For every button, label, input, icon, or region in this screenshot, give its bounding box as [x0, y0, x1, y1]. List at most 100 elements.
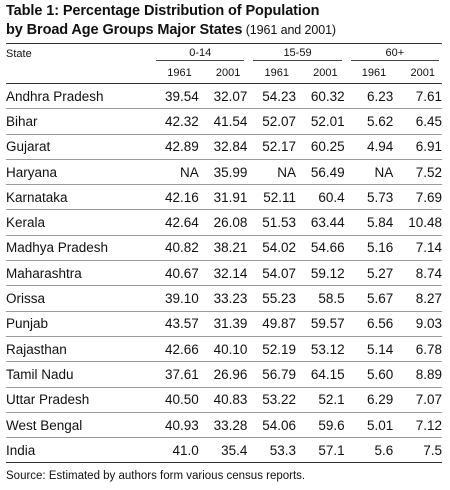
value-cell: 5.16	[366, 240, 394, 256]
value-cell: 53.22	[262, 392, 296, 408]
value-cell: 8.27	[415, 291, 442, 307]
value-cell: 42.64	[164, 215, 199, 231]
value-cell: 42.66	[164, 341, 199, 357]
value-cell: 40.82	[164, 240, 199, 256]
value-cell: 41.0	[172, 442, 199, 458]
value-cell: 54.06	[262, 417, 296, 433]
value-cell: 59.57	[310, 316, 345, 332]
state-name-cell: India	[6, 442, 36, 458]
value-cell: 42.32	[164, 113, 199, 129]
table-row: Madhya Pradesh 40.82 38.21 54.02 54.66 5.16 7.…	[6, 235, 442, 261]
table-row: Andhra Pradesh 39.54 32.07 54.23 60.32 6.23 7.…	[6, 84, 442, 109]
value-cell: 6.29	[366, 392, 394, 408]
value-cell: 6.45	[415, 113, 442, 129]
value-cell: 51.53	[262, 215, 296, 231]
value-cell: 56.49	[310, 164, 345, 180]
state-name-cell: Orissa	[6, 291, 46, 307]
table-row: Maharashtra 40.67 32.14 54.07 59.12 5.27 8.74	[6, 261, 442, 286]
value-cell: 8.74	[415, 265, 442, 281]
value-cell: 10.48	[408, 215, 442, 231]
value-cell: 5.01	[366, 417, 394, 433]
value-cell: 4.94	[366, 139, 394, 155]
title-year-range: (1961 and 2001)	[242, 23, 336, 37]
value-cell: 52.17	[262, 139, 296, 155]
value-cell: 7.14	[415, 240, 442, 256]
value-cell: 37.61	[164, 366, 199, 382]
table-row: Punjab 43.57 31.39 49.87 59.57 6.56 9.03	[6, 311, 442, 337]
year-header-row: 1961 2001 1961 2001 1961 2001	[6, 63, 442, 84]
value-cell: 5.62	[366, 113, 394, 129]
value-cell: 7.61	[415, 88, 442, 104]
value-cell: 33.28	[213, 417, 248, 433]
value-cell: 6.78	[415, 341, 442, 357]
value-cell: 54.23	[262, 88, 296, 104]
group-header-0-14: 0-14	[150, 44, 247, 64]
value-cell: 7.69	[415, 189, 442, 205]
value-cell: 52.19	[262, 341, 296, 357]
value-cell: 54.66	[310, 240, 345, 256]
value-cell: 26.96	[213, 366, 248, 382]
value-cell: 38.21	[213, 240, 248, 256]
value-cell: 59.6	[318, 417, 345, 433]
value-cell: 9.03	[415, 316, 442, 332]
value-cell: 60.4	[318, 189, 345, 205]
year-header: 2001	[215, 67, 241, 79]
value-cell: 63.44	[310, 215, 345, 231]
value-cell: 57.1	[318, 442, 345, 458]
value-cell: 26.08	[213, 215, 248, 231]
table-title: Table 1: Percentage Distribution of Popu…	[6, 2, 446, 40]
value-cell: 35.99	[213, 164, 248, 180]
value-cell: 6.91	[415, 139, 442, 155]
group-header-row: State 0-14 15-59 60+	[6, 43, 442, 64]
value-cell: 32.84	[213, 139, 248, 155]
state-name-cell: Haryana	[6, 164, 58, 180]
title-line-2: by Broad Age Groups Major States (1961 a…	[6, 22, 336, 38]
state-name-cell: West Bengal	[6, 417, 83, 433]
table-row: Kerala 42.64 26.08 51.53 63.44 5.84 10.48	[6, 210, 442, 236]
table-row: Haryana NA 35.99 NA 56.49 NA 7.52	[6, 159, 442, 185]
value-cell: 40.50	[164, 392, 199, 408]
value-cell: 40.10	[213, 341, 248, 357]
value-cell: 40.93	[164, 417, 199, 433]
value-cell: 49.87	[262, 316, 296, 332]
year-header: 1961	[361, 67, 387, 79]
table-row: Uttar Pradesh 40.50 40.83 53.22 52.1 6.29 7.07	[6, 387, 442, 413]
title-line-1: Table 1: Percentage Distribution of Popu…	[6, 3, 320, 19]
year-header-blank	[6, 63, 150, 84]
state-name-cell: Uttar Pradesh	[6, 392, 90, 408]
value-cell: 32.07	[213, 88, 248, 104]
value-cell: 53.3	[269, 442, 296, 458]
table-row: Gujarat 42.89 32.84 52.17 60.25 4.94 6.91	[6, 134, 442, 160]
value-cell: 54.02	[262, 240, 296, 256]
value-cell: 7.07	[415, 392, 442, 408]
state-name-cell: Tamil Nadu	[6, 366, 74, 382]
value-cell: NA	[374, 164, 394, 180]
table-row: Tamil Nadu 37.61 26.96 56.79 64.15 5.60 8.89	[6, 362, 442, 388]
value-cell: 41.54	[213, 113, 248, 129]
state-name-cell: Gujarat	[6, 139, 51, 155]
table-row: West Bengal 40.93 33.28 54.06 59.6 5.01 7.12	[6, 412, 442, 438]
value-cell: 5.67	[366, 291, 394, 307]
value-cell: 31.91	[213, 189, 248, 205]
value-cell: 43.57	[164, 316, 199, 332]
value-cell: 59.12	[310, 265, 345, 281]
state-name-cell: Maharashtra	[6, 265, 82, 281]
value-cell: 8.89	[415, 366, 442, 382]
value-cell: 5.73	[366, 189, 394, 205]
value-cell: 5.27	[366, 265, 394, 281]
value-cell: 7.12	[415, 417, 442, 433]
value-cell: 60.25	[310, 139, 345, 155]
group-header-60-plus: 60+	[345, 44, 442, 64]
state-name-cell: Rajasthan	[6, 341, 67, 357]
state-name-cell: Karnataka	[6, 189, 68, 205]
value-cell: 40.67	[164, 265, 199, 281]
value-cell: 5.6	[374, 442, 394, 458]
table-row: India 41.0 35.4 53.3 57.1 5.6 7.5	[6, 438, 442, 463]
year-header: 2001	[313, 67, 338, 79]
value-cell: 5.14	[366, 341, 394, 357]
value-cell: 52.01	[310, 113, 345, 129]
value-cell: 55.23	[262, 291, 296, 307]
value-cell: NA	[277, 164, 296, 180]
table-row: Karnataka 42.16 31.91 52.11 60.4 5.73 7.69	[6, 185, 442, 210]
table-row: Rajasthan 42.66 40.10 52.19 53.12 5.14 6.78	[6, 336, 442, 362]
